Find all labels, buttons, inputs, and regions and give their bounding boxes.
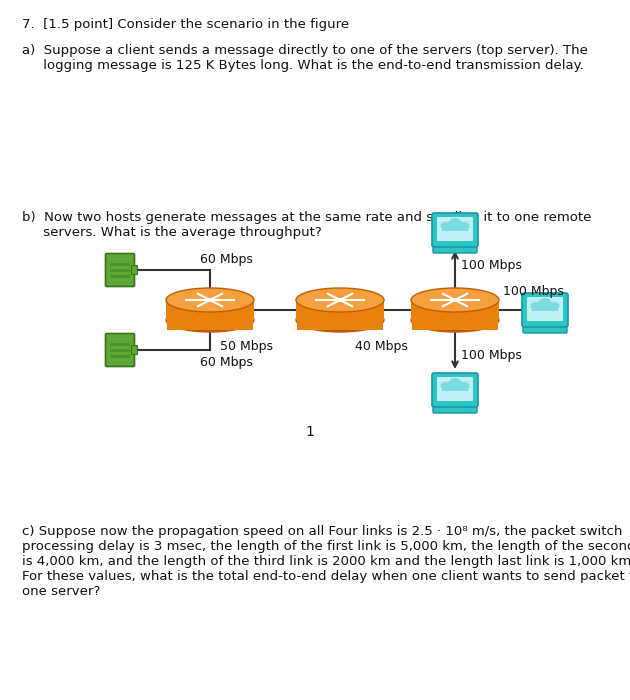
Text: a)  Suppose a client sends a message directly to one of the servers (top server): a) Suppose a client sends a message dire…: [22, 44, 588, 57]
Text: servers. What is the average throughput?: servers. What is the average throughput?: [22, 226, 322, 239]
Text: 100 Mbps: 100 Mbps: [461, 349, 522, 361]
Text: 60 Mbps: 60 Mbps: [200, 356, 253, 369]
Bar: [110, 342, 130, 346]
Bar: [297, 310, 383, 330]
FancyBboxPatch shape: [105, 253, 134, 286]
Ellipse shape: [440, 382, 452, 390]
Text: 100 Mbps: 100 Mbps: [503, 285, 564, 298]
Text: 1: 1: [306, 425, 314, 439]
Text: 100 Mbps: 100 Mbps: [461, 258, 522, 272]
Ellipse shape: [449, 218, 462, 228]
Bar: [110, 354, 130, 358]
Ellipse shape: [449, 378, 462, 388]
Bar: [110, 274, 130, 277]
FancyBboxPatch shape: [522, 293, 568, 327]
FancyBboxPatch shape: [437, 377, 473, 401]
Text: c) Suppose now the propagation speed on all Four links is 2.5 · 10⁸ m/s, the pac: c) Suppose now the propagation speed on …: [22, 525, 622, 538]
FancyBboxPatch shape: [527, 297, 563, 321]
Ellipse shape: [166, 288, 254, 312]
Text: 7.  [1.5 point] Consider the scenario in the figure: 7. [1.5 point] Consider the scenario in …: [22, 18, 349, 31]
FancyBboxPatch shape: [432, 373, 478, 407]
Bar: [412, 310, 498, 330]
Text: is 4,000 km, and the length of the third link is 2000 km and the length last lin: is 4,000 km, and the length of the third…: [22, 555, 630, 568]
FancyBboxPatch shape: [132, 346, 137, 354]
FancyBboxPatch shape: [433, 240, 477, 253]
FancyBboxPatch shape: [523, 320, 567, 333]
Text: processing delay is 3 msec, the length of the first link is 5,000 km, the length: processing delay is 3 msec, the length o…: [22, 540, 630, 553]
FancyBboxPatch shape: [433, 400, 477, 413]
Bar: [442, 384, 468, 391]
Ellipse shape: [296, 288, 384, 312]
Ellipse shape: [549, 302, 559, 310]
Bar: [166, 300, 254, 320]
Ellipse shape: [166, 308, 254, 332]
Ellipse shape: [452, 298, 458, 302]
Bar: [411, 300, 499, 320]
Ellipse shape: [459, 382, 469, 390]
Ellipse shape: [337, 298, 343, 302]
Text: 50 Mbps: 50 Mbps: [220, 340, 273, 353]
Bar: [296, 300, 384, 320]
Bar: [167, 310, 253, 330]
Bar: [110, 262, 130, 265]
Ellipse shape: [459, 222, 469, 230]
Text: 40 Mbps: 40 Mbps: [355, 340, 408, 353]
Bar: [110, 269, 130, 272]
Ellipse shape: [530, 302, 542, 310]
Ellipse shape: [539, 298, 551, 308]
FancyBboxPatch shape: [437, 217, 473, 241]
FancyBboxPatch shape: [132, 265, 137, 274]
Text: b)  Now two hosts generate messages at the same rate and sending it to one remot: b) Now two hosts generate messages at th…: [22, 211, 592, 224]
Text: For these values, what is the total end-to-end delay when one client wants to se: For these values, what is the total end-…: [22, 570, 630, 583]
Text: logging message is 125 K Bytes long. What is the end-to-end transmission delay.: logging message is 125 K Bytes long. Wha…: [22, 59, 584, 72]
Text: one server?: one server?: [22, 585, 100, 598]
Bar: [110, 349, 130, 351]
FancyBboxPatch shape: [105, 333, 134, 367]
Bar: [442, 224, 468, 231]
Text: 60 Mbps: 60 Mbps: [200, 253, 253, 266]
Ellipse shape: [207, 298, 213, 302]
Ellipse shape: [440, 222, 452, 230]
FancyBboxPatch shape: [432, 213, 478, 247]
Ellipse shape: [411, 288, 499, 312]
Bar: [532, 304, 558, 311]
Ellipse shape: [411, 308, 499, 332]
Ellipse shape: [296, 308, 384, 332]
